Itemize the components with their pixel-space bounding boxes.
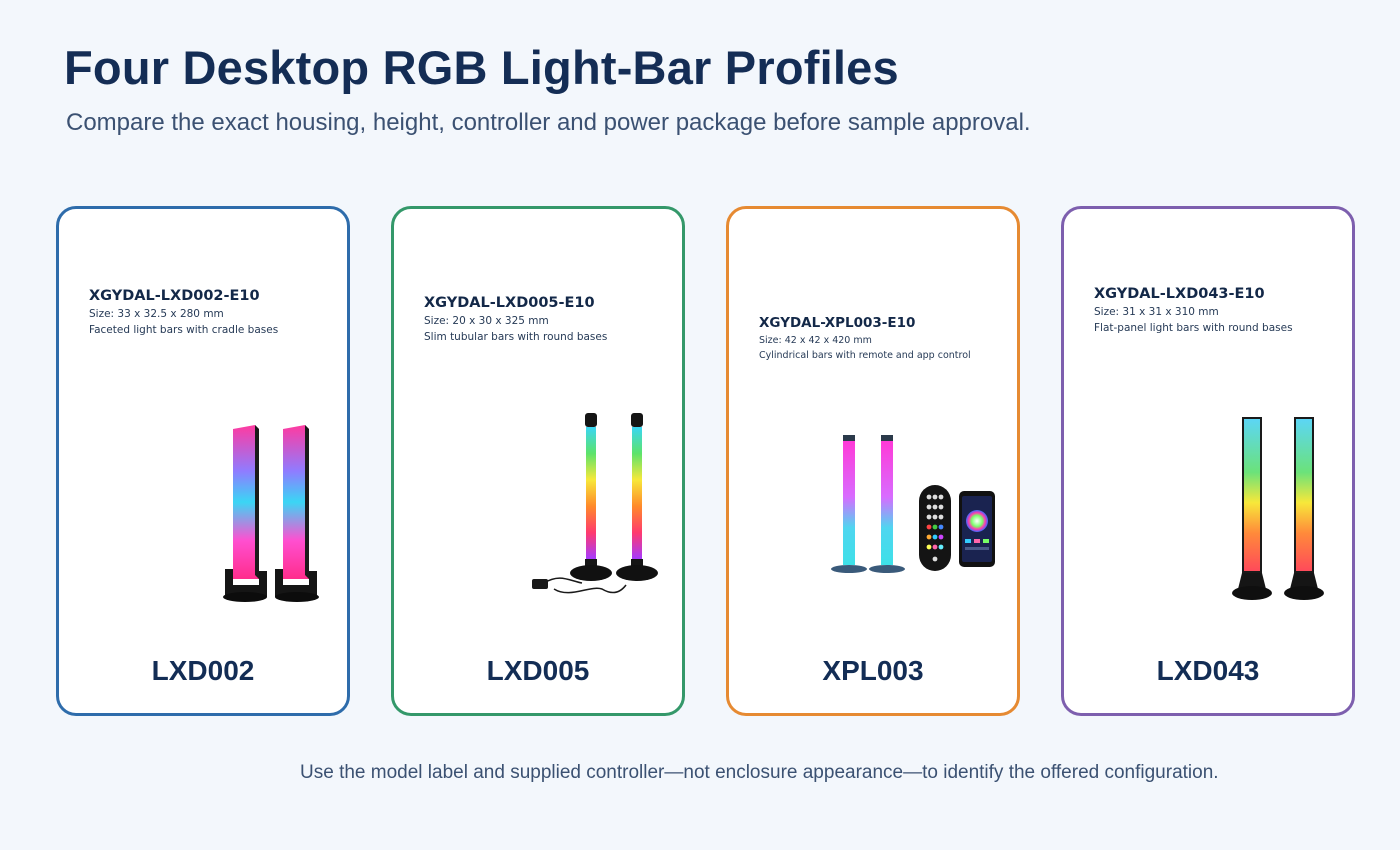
spec-label: XGYDAL-XPL003-E10 Size: 42 x 42 x 420 mm… [759,315,971,361]
product-card-lxd002[interactable]: XGYDAL-LXD002-E10 Size: 33 x 32.5 x 280 … [56,206,350,716]
product-description: Cylindrical bars with remote and app con… [759,350,971,361]
model-name: LXD043 [1156,655,1260,686]
light-bar-left [1232,417,1272,600]
product-card-xpl003[interactable]: XGYDAL-XPL003-E10 Size: 42 x 42 x 420 mm… [726,206,1020,716]
product-sku: XGYDAL-LXD002-E10 [89,288,260,304]
usb-plug [532,579,548,589]
footer-note: Use the model label and supplied control… [300,762,1219,783]
light-bar-kit-image [831,435,995,573]
spec-label: XGYDAL-LXD043-E10 Size: 31 x 31 x 310 mm… [1094,286,1293,334]
model-name: LXD005 [486,655,590,686]
product-description: Slim tubular bars with round bases [424,331,608,343]
product-sku: XGYDAL-LXD005-E10 [424,295,595,311]
light-bar-right [869,435,905,573]
product-card-lxd043[interactable]: XGYDAL-LXD043-E10 Size: 31 x 31 x 310 mm… [1061,206,1355,716]
product-size: Size: 20 x 30 x 325 mm [424,315,549,327]
product-sku: XGYDAL-LXD043-E10 [1094,286,1265,302]
model-name: LXD002 [151,655,255,686]
product-size: Size: 42 x 42 x 420 mm [759,335,872,346]
light-bar-left [831,435,867,573]
product-size: Size: 33 x 32.5 x 280 mm [89,308,224,320]
product-card-lxd005[interactable]: XGYDAL-LXD005-E10 Size: 20 x 30 x 325 mm… [391,206,685,716]
page-subtitle: Compare the exact housing, height, contr… [66,109,1031,136]
model-name: XPL003 [822,655,924,686]
light-bar-right [616,413,658,581]
product-description: Faceted light bars with cradle bases [89,324,279,336]
light-bar-right [1284,417,1324,600]
light-bar-left [223,425,267,602]
spec-label: XGYDAL-LXD002-E10 Size: 33 x 32.5 x 280 … [89,288,278,336]
light-bar-left [570,413,612,581]
remote-control-icon [919,485,951,571]
light-bar-pair-image [532,413,658,594]
product-size: Size: 31 x 31 x 310 mm [1094,306,1219,318]
product-sku: XGYDAL-XPL003-E10 [759,315,916,331]
product-description: Flat-panel light bars with round bases [1094,322,1293,334]
light-bar-pair-image [223,425,319,602]
light-bar-right [275,425,319,602]
spec-label: XGYDAL-LXD005-E10 Size: 20 x 30 x 325 mm… [424,295,607,343]
page-title: Four Desktop RGB Light-Bar Profiles [64,41,899,94]
smartphone-app-icon [959,491,995,567]
light-bar-pair-image [1232,417,1324,600]
